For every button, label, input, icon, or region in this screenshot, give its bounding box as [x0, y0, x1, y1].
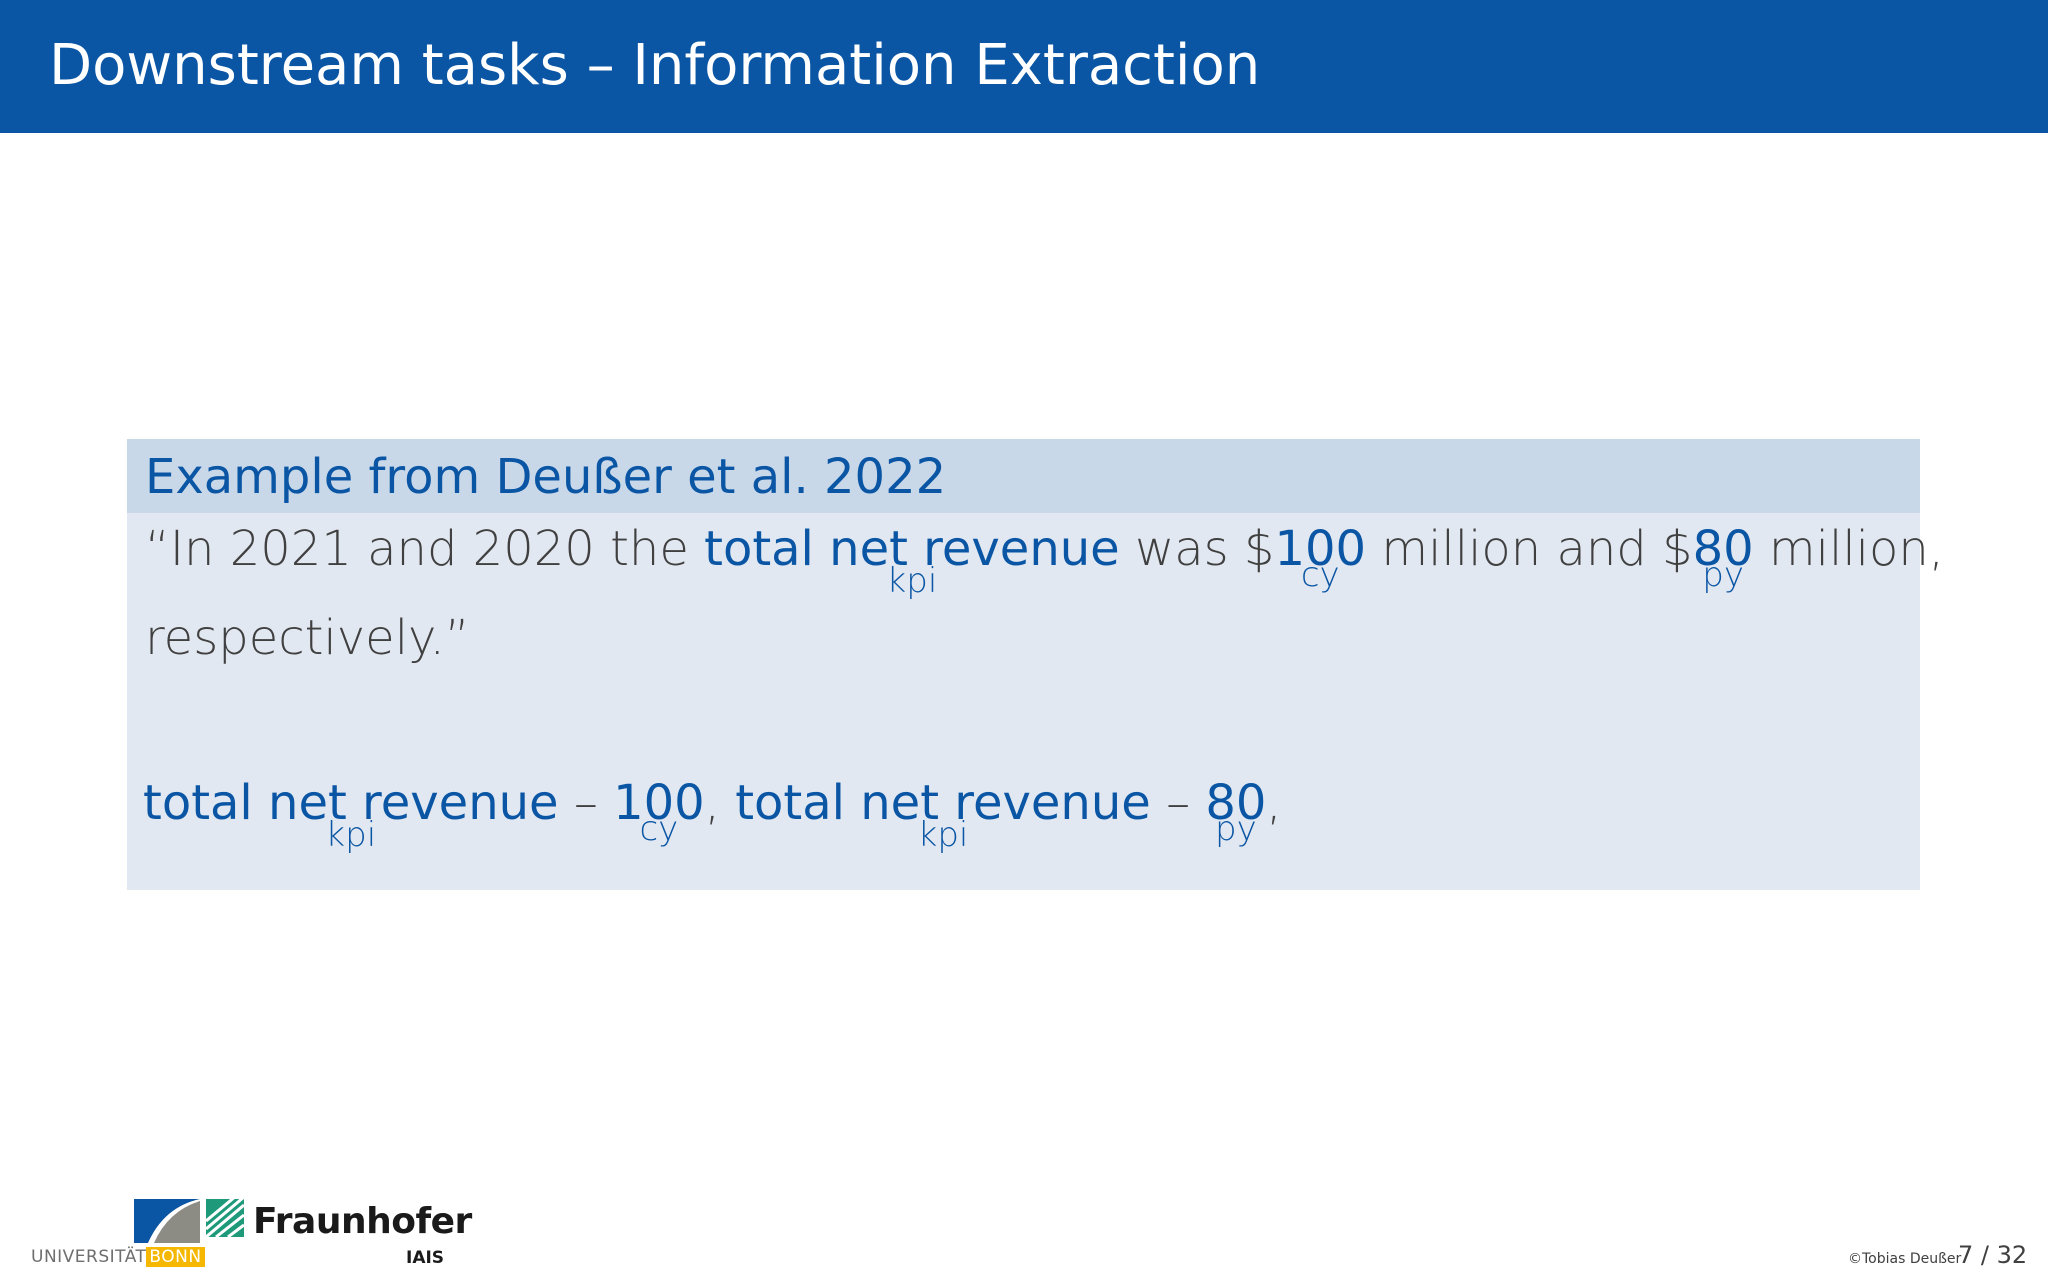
extraction-cy-text: 100	[613, 775, 705, 831]
example-block-header: Example from Deußer et al. 2022	[127, 439, 1920, 513]
extraction-py-text: 80	[1205, 775, 1267, 831]
quote-prefix: “In 2021 and 2020 the	[145, 521, 705, 577]
fraunhofer-wordmark: Fraunhofer	[253, 1201, 472, 1242]
extraction-kpi-1-label: kpi	[325, 815, 377, 855]
extraction-kpi-1: total net revenue kpi	[143, 775, 559, 855]
university-prefix: UNIVERSITÄT	[31, 1247, 147, 1267]
quote-kpi-entity: total net revenue kpi	[704, 521, 1120, 601]
extraction-py-label: py	[1215, 809, 1257, 849]
quote-cy-text: 100	[1274, 521, 1367, 577]
quote-py-label: py	[1702, 555, 1744, 595]
quote-kpi-label: kpi	[886, 561, 938, 601]
quote-line-2: respectively.”	[145, 610, 470, 666]
fraunhofer-sub-label: IAIS	[406, 1248, 445, 1268]
extraction-comma-2: ,	[1266, 775, 1282, 831]
quote-cy-label: cy	[1300, 555, 1340, 595]
quote-py-entity: 80 py	[1692, 521, 1754, 595]
example-block-title: Example from Deußer et al. 2022	[145, 449, 947, 505]
university-bonn-logo	[134, 1199, 200, 1243]
extraction-cy: 100 cy	[613, 775, 705, 849]
quote-cy-entity: 100 cy	[1274, 521, 1367, 595]
extraction-separator-2: –	[1150, 775, 1206, 831]
quote-suffix: million,	[1753, 521, 1945, 577]
extraction-kpi-2-text: total net revenue	[735, 775, 1151, 831]
slide-title: Downstream tasks – Information Extractio…	[49, 33, 1261, 98]
page-number: 7 / 32	[1958, 1241, 2028, 1269]
university-name: BONN	[146, 1247, 205, 1267]
copyright-notice: ©Tobias Deußer	[1848, 1251, 1962, 1267]
quote-kpi-text: total net revenue	[704, 521, 1120, 577]
extraction-kpi-1-text: total net revenue	[143, 775, 559, 831]
extraction-kpi-2: total net revenue kpi	[735, 775, 1151, 855]
example-block: Example from Deußer et al. 2022 “In 2021…	[127, 439, 1944, 890]
extraction-cy-label: cy	[639, 809, 679, 849]
fraunhofer-logo-icon	[206, 1199, 244, 1237]
extraction-line: total net revenue kpi – 100 cy, total net …	[143, 775, 1282, 855]
quote-py-text: 80	[1692, 521, 1754, 577]
title-bar: Downstream tasks – Information Extractio…	[0, 0, 2048, 133]
quote-line-1: “In 2021 and 2020 the total net revenue k…	[145, 521, 1945, 601]
quote-middle-2: million and $	[1366, 521, 1693, 577]
quote-middle-1: was $	[1119, 521, 1275, 577]
extraction-comma-1: ,	[704, 775, 736, 831]
extraction-separator-1: –	[558, 775, 614, 831]
university-bonn-wordmark: UNIVERSITÄT BONN	[31, 1246, 205, 1268]
extraction-kpi-2-label: kpi	[917, 815, 969, 855]
extraction-py: 80 py	[1205, 775, 1267, 849]
